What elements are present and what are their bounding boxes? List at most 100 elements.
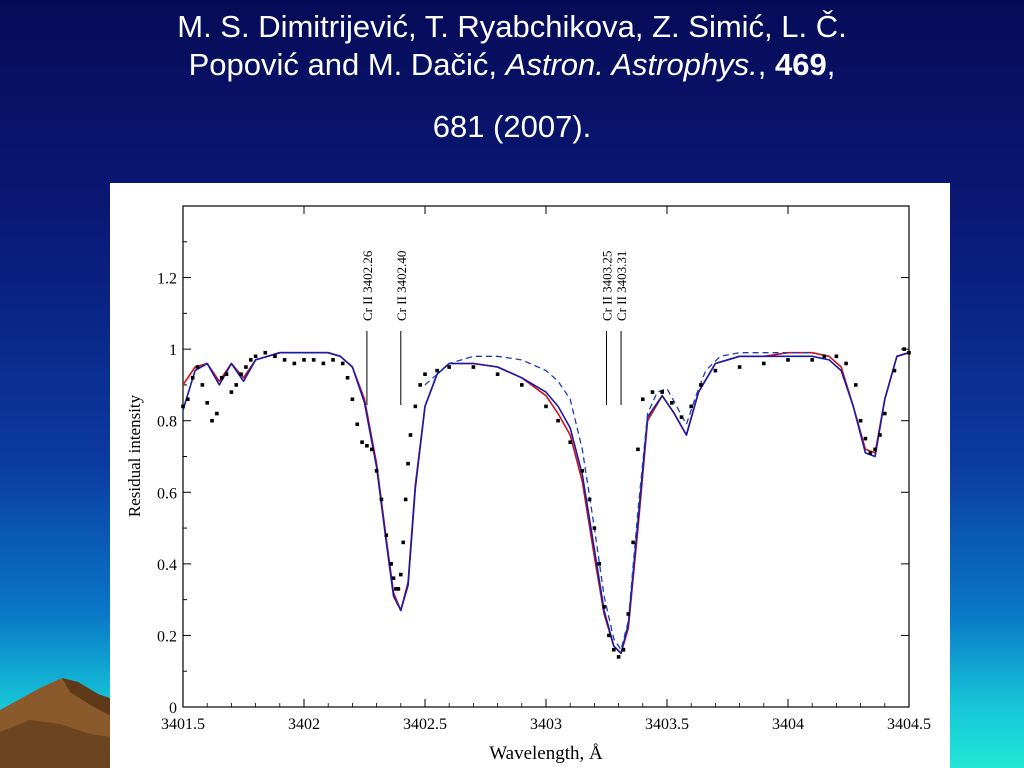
- slide-title: M. S. Dimitrijević, T. Ryabchikova, Z. S…: [0, 8, 1024, 146]
- observed-point: [568, 440, 572, 444]
- observed-point: [401, 540, 406, 545]
- observed-point: [631, 540, 635, 545]
- observed-point: [611, 647, 616, 652]
- observed-point: [406, 461, 410, 466]
- observed-point: [399, 572, 403, 577]
- observed-point: [340, 361, 345, 366]
- x-tick-label: 3404.5: [887, 716, 931, 733]
- observed-point: [834, 354, 839, 359]
- volume-number: 469: [775, 47, 827, 82]
- x-tick-label: 3403: [530, 716, 562, 733]
- title-line-1: M. S. Dimitrijević, T. Ryabchikova, Z. S…: [177, 9, 847, 44]
- observed-point: [408, 433, 413, 437]
- observed-point: [592, 526, 597, 530]
- observed-point: [292, 361, 297, 366]
- observed-point: [689, 404, 693, 409]
- observed-point: [616, 655, 621, 659]
- observed-point: [413, 404, 418, 409]
- observed-point: [384, 533, 389, 538]
- observed-point: [355, 422, 360, 427]
- observed-point: [435, 368, 439, 373]
- observed-point: [219, 375, 224, 380]
- observed-point: [396, 587, 401, 591]
- y-tick-label: 0.8: [157, 414, 177, 431]
- line-marker-label: Cr II 3402.40: [394, 251, 409, 321]
- observed-point: [263, 350, 268, 355]
- x-tick-label: 3402: [288, 716, 320, 733]
- observed-point: [379, 497, 384, 502]
- spectrum-figure: 0 0.2 0.4 0.6 0.8 1 1.2 3401.5 3402 3402.5 3403 34…: [110, 183, 950, 768]
- observed-point: [447, 365, 451, 369]
- observed-point: [587, 497, 592, 502]
- observed-point: [331, 358, 335, 362]
- volume-separator: ,: [826, 47, 836, 82]
- observed-point: [810, 358, 814, 362]
- y-tick-label: 0.4: [157, 557, 177, 574]
- observed-point: [273, 354, 277, 359]
- title-line-3: 681 (2007).: [432, 109, 592, 144]
- observed-point: [234, 383, 239, 387]
- observed-point: [205, 401, 209, 405]
- observed-point: [190, 375, 195, 380]
- observed-point: [210, 418, 214, 423]
- observed-point: [195, 365, 200, 369]
- line-marker-label: Cr II 3403.25: [600, 251, 615, 321]
- spectrum-chart: 0 0.2 0.4 0.6 0.8 1 1.2 3401.5 3402 3402.5 3403 34…: [125, 205, 931, 764]
- observed-point: [660, 390, 664, 394]
- observed-point: [350, 397, 355, 402]
- observed-point: [580, 469, 585, 473]
- observed-point: [858, 418, 863, 423]
- x-tick-label: 3402.5: [403, 716, 447, 733]
- model-curve-solid: [182, 351, 910, 655]
- line-marker-label: Cr II 3403.31: [614, 251, 629, 321]
- observed-point: [892, 368, 897, 373]
- observed-point: [902, 347, 906, 351]
- observed-point: [520, 383, 524, 387]
- observed-point: [391, 576, 396, 580]
- observed-point: [181, 404, 185, 409]
- observed-point: [883, 411, 887, 416]
- observed-point: [863, 436, 868, 441]
- line-marker-label: Cr II 3402.26: [360, 250, 375, 321]
- observed-point: [602, 605, 606, 609]
- observed-point: [403, 497, 408, 502]
- model-curve-dashed: [424, 352, 813, 651]
- observed-point: [244, 365, 248, 369]
- observed-point: [786, 358, 790, 362]
- observed-point: [224, 372, 229, 376]
- journal-separator: ,: [757, 47, 776, 82]
- observed-point: [302, 358, 306, 362]
- observed-point: [418, 383, 422, 387]
- y-tick-label: 0: [169, 700, 177, 717]
- observed-point: [597, 562, 602, 566]
- y-tick-label: 0.2: [157, 628, 177, 645]
- observed-point: [495, 372, 500, 376]
- x-tick-label: 3403.5: [645, 716, 689, 733]
- y-axis-label: Residual intensity: [125, 394, 144, 517]
- observed-point: [621, 647, 626, 652]
- observed-point: [229, 390, 234, 394]
- observed-point: [556, 418, 560, 423]
- observed-point: [253, 354, 258, 359]
- y-tick-label: 1.2: [157, 271, 177, 288]
- citation-authors: Popović and M. Dačić,: [188, 47, 498, 82]
- observed-point: [607, 633, 611, 638]
- observed-point: [394, 587, 398, 591]
- observed-point: [822, 354, 827, 359]
- observed-point: [365, 443, 369, 448]
- x-axis-label: Wavelength, Å: [489, 743, 603, 764]
- model-curve-solid: [182, 351, 910, 655]
- observed-point: [282, 358, 287, 362]
- observed-point: [878, 433, 882, 437]
- observed-point: [200, 383, 205, 387]
- observed-point: [374, 469, 379, 473]
- observed-point: [737, 365, 742, 369]
- observed-point: [369, 447, 374, 452]
- observed-point: [713, 368, 718, 373]
- plot-frame: [182, 205, 910, 708]
- observed-point: [239, 372, 243, 376]
- observed-point: [762, 361, 766, 366]
- observed-point: [321, 361, 326, 366]
- observed-point: [670, 401, 674, 405]
- observed-point: [853, 383, 858, 387]
